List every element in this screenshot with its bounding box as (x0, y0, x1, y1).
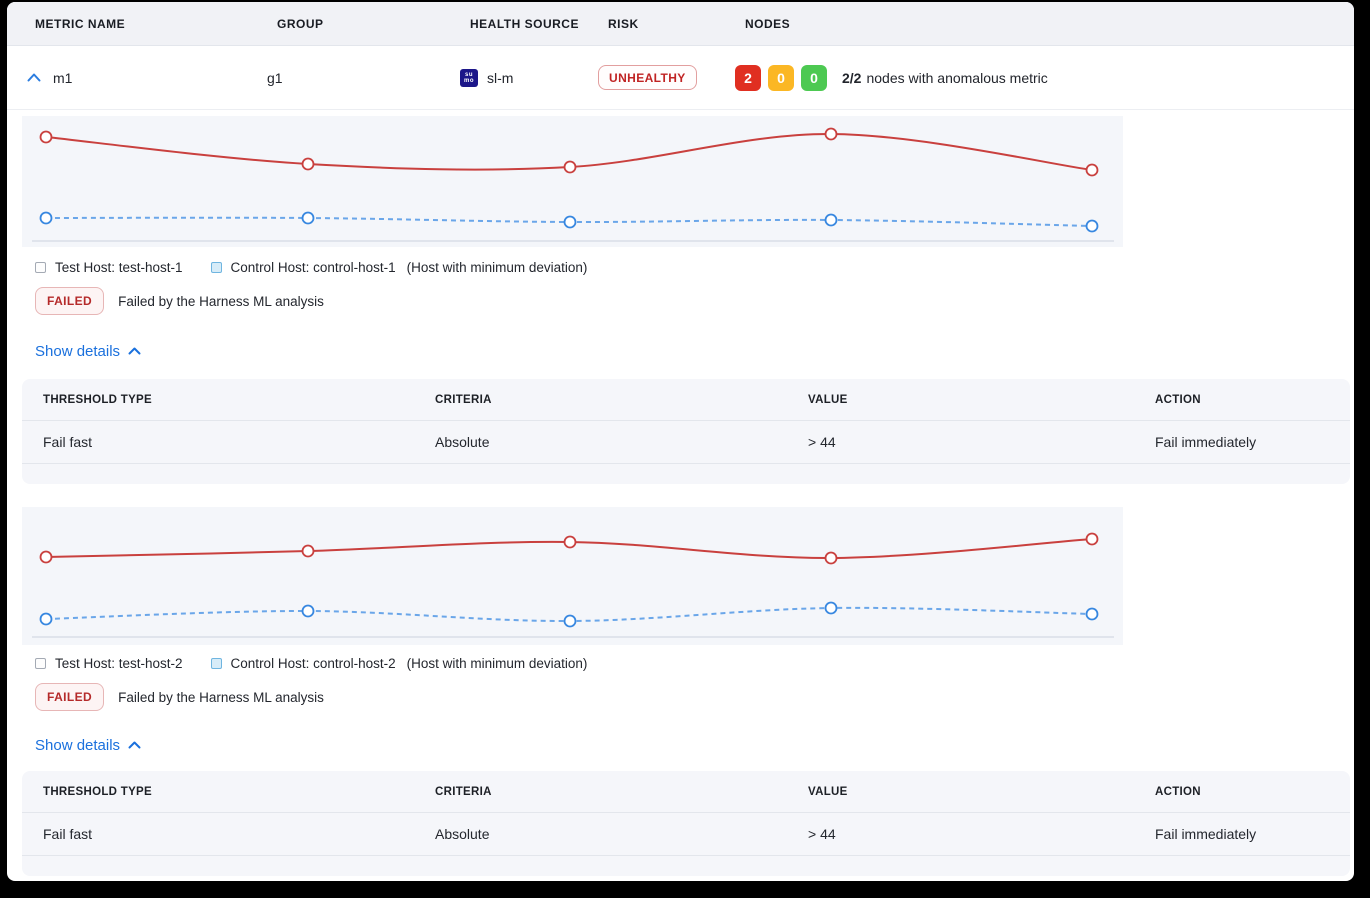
metric-name: m1 (53, 69, 73, 86)
threshold-table-row: Fail fast Absolute > 44 Fail immediately (22, 813, 1350, 856)
minimum-deviation-note: (Host with minimum deviation) (406, 259, 588, 275)
threshold-table-row: Fail fast Absolute > 44 Fail immediately (22, 421, 1350, 464)
col-risk: RISK (608, 16, 639, 31)
criteria-value: Absolute (435, 434, 490, 450)
criteria-value: Absolute (435, 826, 490, 842)
chart-legend-2: Test Host: test-host-2 Control Host: con… (35, 653, 1354, 673)
col-health-source: HEALTH SOURCE (470, 16, 579, 31)
failed-badge: FAILED (35, 683, 105, 711)
metrics-table-header: METRIC NAME GROUP HEALTH SOURCE RISK NOD… (7, 2, 1354, 46)
sumo-logic-icon: su mo (460, 68, 478, 87)
healthy-nodes-count-badge: 0 (801, 64, 827, 91)
threshold-type-value: Fail fast (43, 826, 93, 842)
value-value: > 44 (808, 434, 836, 450)
metric-timeseries-chart-1[interactable] (22, 116, 1354, 247)
health-source-name: sl-m (487, 69, 514, 86)
warning-nodes-count-badge: 0 (768, 64, 794, 91)
col-group: GROUP (277, 16, 324, 31)
col-metric-name: METRIC NAME (35, 16, 126, 31)
legend-item-control-host[interactable]: Control Host: control-host-1 (Host with … (210, 259, 588, 275)
failed-badge: FAILED (35, 287, 105, 315)
control-host-swatch-icon (210, 261, 222, 273)
analysis-status-message: Failed by the Harness ML analysis (118, 689, 324, 705)
threshold-details-table-1: THRESHOLD TYPE CRITERIA VALUE ACTION Fai… (22, 379, 1350, 484)
legend-item-test-host[interactable]: Test Host: test-host-2 (35, 656, 183, 671)
chevron-up-icon (128, 741, 141, 749)
analysis-status-row-1: FAILED Failed by the Harness ML analysis (35, 287, 1354, 315)
threshold-table-header: THRESHOLD TYPE CRITERIA VALUE ACTION (22, 771, 1350, 813)
legend-item-control-host[interactable]: Control Host: control-host-2 (Host with … (210, 655, 588, 671)
metric-row-m1: m1 g1 su mo sl-m UNHEALTHY 2 0 0 2/2 node… (7, 46, 1354, 110)
metric-timeseries-chart-2[interactable] (22, 507, 1354, 645)
action-value: Fail immediately (1155, 434, 1257, 450)
show-details-toggle-1[interactable]: Show details (35, 341, 141, 361)
value-value: > 44 (808, 826, 836, 842)
app-window: METRIC NAME GROUP HEALTH SOURCE RISK NOD… (7, 2, 1354, 881)
action-value: Fail immediately (1155, 826, 1257, 842)
analysis-status-message: Failed by the Harness ML analysis (118, 293, 324, 309)
anomalous-nodes-count-badge: 2 (735, 64, 761, 91)
metric-group: g1 (267, 69, 283, 86)
host-analysis-block-1: Test Host: test-host-1 Control Host: con… (7, 116, 1354, 484)
test-host-swatch-icon (35, 657, 46, 669)
collapse-row-chevron-up-icon[interactable] (25, 69, 43, 87)
risk-status-badge: UNHEALTHY (598, 65, 697, 90)
analysis-status-row-2: FAILED Failed by the Harness ML analysis (35, 683, 1354, 711)
chevron-up-icon (128, 347, 141, 355)
nodes-summary: 2/2 nodes with anomalous metric (842, 69, 1048, 86)
col-nodes: NODES (745, 16, 791, 31)
threshold-details-table-2: THRESHOLD TYPE CRITERIA VALUE ACTION Fai… (22, 771, 1350, 876)
legend-item-test-host[interactable]: Test Host: test-host-1 (35, 260, 183, 275)
host-analysis-block-2: Test Host: test-host-2 Control Host: con… (7, 507, 1354, 876)
test-host-swatch-icon (35, 261, 46, 273)
minimum-deviation-note: (Host with minimum deviation) (406, 655, 588, 671)
control-host-swatch-icon (210, 657, 222, 669)
threshold-table-header: THRESHOLD TYPE CRITERIA VALUE ACTION (22, 379, 1350, 421)
chart-legend-1: Test Host: test-host-1 Control Host: con… (35, 257, 1354, 277)
threshold-type-value: Fail fast (43, 434, 93, 450)
show-details-toggle-2[interactable]: Show details (35, 735, 141, 755)
